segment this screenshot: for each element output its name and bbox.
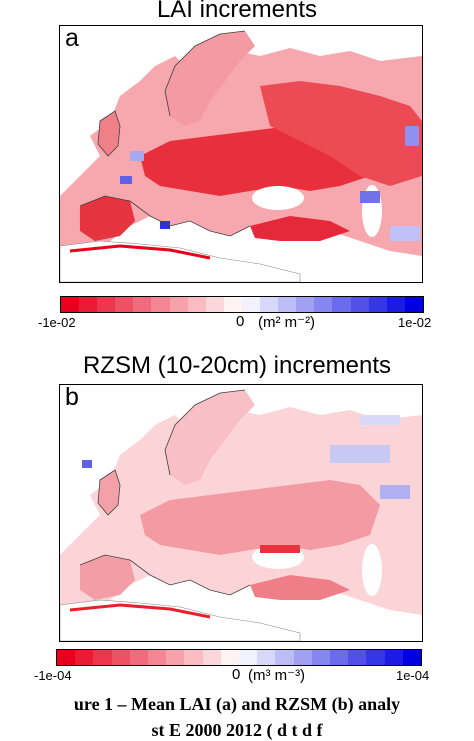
figure-caption-line-2: st E 2000 2012 ( d t d f xyxy=(151,720,323,740)
colorbar-segment xyxy=(348,650,367,665)
coastline xyxy=(97,110,121,157)
colorbar-segment xyxy=(93,650,112,665)
colorbar-segment xyxy=(311,650,331,665)
coastline xyxy=(79,554,251,596)
colorbar-b xyxy=(56,649,422,666)
panel-a-title: LAI increments xyxy=(156,0,318,23)
colorbar-segment xyxy=(350,297,369,312)
north-africa xyxy=(60,240,301,282)
turkey xyxy=(250,575,350,600)
colorbar-segment xyxy=(187,297,206,312)
colorbar-segment xyxy=(275,650,294,665)
colorbar-a xyxy=(60,296,424,313)
colorbar-segment xyxy=(223,297,242,312)
colorbar-segment xyxy=(111,650,130,665)
colorbar-segment xyxy=(402,650,422,665)
scandinavia xyxy=(165,31,255,126)
coastline xyxy=(97,469,121,516)
panel-b-letter: b xyxy=(65,384,79,411)
panel-b-title: RZSM (10-20cm) increments xyxy=(82,352,392,379)
colorbar-segment xyxy=(57,650,76,665)
blue-patch xyxy=(360,415,400,425)
colorbar-segment xyxy=(115,297,134,312)
north-africa-coast xyxy=(69,244,211,260)
colorbar-segment xyxy=(314,297,333,312)
coastline xyxy=(164,30,246,117)
colorbar-segment xyxy=(97,297,116,312)
colorbar-segment xyxy=(332,297,351,312)
colorbar-b-zero-label: 0 xyxy=(232,666,241,683)
colorbar-b-max-label: 1e-04 xyxy=(396,668,430,683)
eastern-europe xyxy=(260,81,422,186)
blue-patch xyxy=(130,151,144,161)
colorbar-segment xyxy=(293,650,312,665)
blue-patch xyxy=(120,176,132,184)
blue-patch xyxy=(330,445,390,463)
colorbar-segment xyxy=(202,650,221,665)
turkey xyxy=(250,216,350,241)
iberia xyxy=(80,196,135,241)
colorbar-segment xyxy=(205,297,224,312)
colorbar-segment xyxy=(386,297,405,312)
colorbar-segment xyxy=(220,650,240,665)
red-patch xyxy=(260,545,300,553)
colorbar-segment xyxy=(260,297,279,312)
colorbar-a-zero-label: 0 xyxy=(236,313,245,330)
north-africa xyxy=(60,599,301,641)
blue-patch xyxy=(380,485,410,499)
colorbar-segment xyxy=(368,297,387,312)
lai-increment-map xyxy=(60,30,422,282)
black-sea xyxy=(252,186,304,210)
colorbar-segment xyxy=(278,297,297,312)
colorbar-segment xyxy=(404,297,423,312)
colorbar-segment xyxy=(151,297,170,312)
colorbar-segment xyxy=(166,650,185,665)
iberia xyxy=(80,555,135,600)
colorbar-a-max-label: 1e-02 xyxy=(398,315,432,330)
colorbar-b-min-label: -1e-04 xyxy=(34,668,72,683)
colorbar-a-unit-label: (m² m⁻²) xyxy=(258,314,316,331)
colorbar-segment xyxy=(184,650,203,665)
colorbar-b-unit-label: (m³ m⁻³) xyxy=(248,667,306,684)
scandinavia xyxy=(165,390,255,485)
panel-a-letter: a xyxy=(65,25,79,52)
blue-patch xyxy=(82,460,92,468)
map-panel-a: a xyxy=(59,25,423,283)
colorbar-segment xyxy=(330,650,349,665)
colorbar-segment xyxy=(241,297,261,312)
figure-caption-line-1: ure 1 – Mean LAI (a) and RZSM (b) analy xyxy=(73,694,401,714)
colorbar-segment xyxy=(366,650,385,665)
coastline xyxy=(164,389,246,476)
central-europe xyxy=(140,480,380,555)
colorbar-segment xyxy=(148,650,167,665)
blue-patch xyxy=(390,226,420,241)
uk-ireland xyxy=(98,111,120,156)
colorbar-segment xyxy=(384,650,403,665)
colorbar-segment xyxy=(79,297,98,312)
colorbar-segment xyxy=(296,297,315,312)
map-panel-b: b xyxy=(59,384,423,642)
colorbar-segment xyxy=(61,297,80,312)
colorbar-segment xyxy=(129,650,149,665)
blue-patch xyxy=(160,221,170,229)
coastline xyxy=(79,195,251,237)
colorbar-segment xyxy=(133,297,152,312)
blue-patch xyxy=(405,126,419,146)
colorbar-a-min-label: -1e-02 xyxy=(38,315,76,330)
caspian-sea xyxy=(362,544,382,596)
colorbar-segment xyxy=(169,297,188,312)
uk-ireland xyxy=(98,470,120,515)
blue-patch xyxy=(360,191,380,203)
colorbar-segment xyxy=(257,650,276,665)
colorbar-segment xyxy=(75,650,94,665)
north-africa-coast xyxy=(69,603,211,619)
rzsm-increment-map xyxy=(60,389,422,641)
colorbar-segment xyxy=(239,650,258,665)
